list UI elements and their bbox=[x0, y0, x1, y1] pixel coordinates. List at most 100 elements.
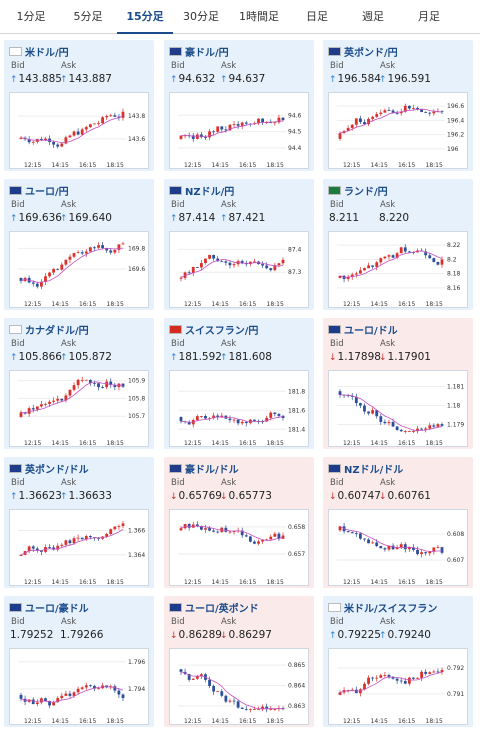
candle-body bbox=[338, 133, 342, 139]
candle-body bbox=[44, 403, 47, 405]
price-chart[interactable]: 0.792 0.791 12:15 14:15 16:15 18:15 bbox=[328, 648, 468, 725]
currency-pair-link[interactable]: ユーロ/豪ドル bbox=[25, 604, 89, 615]
currency-pair-link[interactable]: 米ドル/円 bbox=[25, 48, 69, 59]
candle-body bbox=[424, 552, 428, 554]
candle-body bbox=[420, 671, 423, 678]
candle-body bbox=[68, 693, 72, 696]
candle-body bbox=[113, 384, 117, 388]
candle-body bbox=[35, 283, 39, 287]
candle-body bbox=[121, 383, 125, 387]
candlestick-svg: 0.608 0.607 12:15 14:15 16:15 18:15 bbox=[337, 522, 464, 586]
price-chart[interactable]: 1.796 1.794 12:15 14:15 16:15 18:15 bbox=[9, 648, 149, 725]
price-chart[interactable]: 94.6 94.5 94.4 12:15 14:15 16:15 18:15 bbox=[169, 92, 309, 169]
currency-card[interactable]: NZドル/円 Bid Ask ↑87.414 ↑87.421 87.4 87.3 12:15 1… bbox=[164, 179, 314, 310]
price-chart[interactable]: 1.366 1.364 12:15 14:15 16:15 18:15 bbox=[9, 509, 149, 586]
candle-body bbox=[232, 419, 236, 421]
candle-body bbox=[428, 425, 432, 429]
candle-body bbox=[416, 108, 419, 110]
currency-card[interactable]: スイスフラン/円 Bid Ask ↑181.592 ↑181.608 181.8 181.6… bbox=[164, 318, 314, 449]
tab-weekly[interactable]: 週足 bbox=[362, 10, 384, 23]
candle-body bbox=[80, 252, 84, 254]
candle-body bbox=[350, 124, 354, 128]
candle-body bbox=[72, 385, 76, 390]
price-chart[interactable]: 181.8 181.6 181.4 12:15 14:15 16:15 18:15 bbox=[169, 370, 309, 447]
price-chart[interactable]: 169.8 169.6 12:15 14:15 16:15 18:15 bbox=[9, 231, 149, 308]
currency-pair-link[interactable]: NZドル/円 bbox=[185, 187, 235, 198]
candle-body bbox=[204, 528, 207, 530]
bid-value: 1.79252 bbox=[10, 629, 53, 641]
tab-1min[interactable]: 1分足 bbox=[16, 10, 46, 23]
currency-pair-link[interactable]: NZドル/ドル bbox=[344, 465, 404, 476]
currency-card[interactable]: ユーロ/ドル Bid Ask ↓1.17898 ↓1.17901 1.181 1.18 1.1… bbox=[323, 318, 473, 449]
candle-body bbox=[117, 690, 121, 695]
moving-average-line bbox=[20, 247, 124, 283]
currency-card[interactable]: 豪ドル/円 Bid Ask ↑94.632 ↑94.637 94.6 94.5 94.4 12:… bbox=[164, 40, 314, 171]
price-chart[interactable]: 8.22 8.2 8.18 8.16 12:15 14:15 16:15 18:15 bbox=[328, 231, 468, 308]
currency-card[interactable]: 米ドル/スイスフラン Bid Ask ↑0.79225 ↑0.79240 0.792 0.7… bbox=[323, 596, 473, 727]
candle-body bbox=[101, 387, 104, 388]
x-tick-label: 12:15 bbox=[184, 440, 201, 447]
price-chart[interactable]: 87.4 87.3 12:15 14:15 16:15 18:15 bbox=[169, 231, 309, 308]
price-chart[interactable]: 0.608 0.607 12:15 14:15 16:15 18:15 bbox=[328, 509, 468, 586]
currency-card[interactable]: ユーロ/英ポンド Bid Ask ↓0.86289 ↓0.86297 0.865 0.864… bbox=[164, 596, 314, 727]
currency-pair-link[interactable]: 米ドル/スイスフラン bbox=[344, 604, 438, 615]
price-chart[interactable]: 0.658 0.657 12:15 14:15 16:15 18:15 bbox=[169, 509, 309, 586]
currency-pair-link[interactable]: ランド/円 bbox=[344, 187, 388, 198]
currency-pair-link[interactable]: 英ポンド/ドル bbox=[25, 465, 89, 476]
currency-pair-link[interactable]: 豪ドル/円 bbox=[185, 48, 229, 59]
x-tick-label: 18:15 bbox=[267, 301, 284, 308]
currency-pair-link[interactable]: ユーロ/ドル bbox=[344, 326, 398, 337]
candle-body bbox=[257, 118, 260, 124]
candle-body bbox=[52, 547, 56, 550]
candle-body bbox=[367, 677, 370, 684]
ask-price: 196.591 bbox=[387, 73, 431, 85]
tab-monthly[interactable]: 月足 bbox=[418, 10, 440, 23]
tab-30min[interactable]: 30分足 bbox=[183, 10, 219, 23]
candle-body bbox=[228, 700, 232, 702]
candle-body bbox=[56, 144, 60, 147]
candle-body bbox=[387, 422, 391, 424]
candle-body bbox=[19, 694, 23, 699]
candle-body bbox=[44, 276, 47, 282]
candlestick-svg: 0.865 0.864 0.863 12:15 14:15 16:15 18:15 bbox=[178, 662, 305, 725]
x-tick-label: 18:15 bbox=[426, 718, 443, 725]
candle-body bbox=[407, 547, 411, 550]
candle-body bbox=[195, 134, 199, 139]
currency-pair-link[interactable]: ユーロ/円 bbox=[25, 187, 69, 198]
candle-body bbox=[420, 428, 423, 430]
price-chart[interactable]: 105.9 105.8 105.7 12:15 14:15 16:15 18:15 bbox=[9, 370, 149, 447]
currency-card[interactable]: 英ポンド/ドル Bid Ask ↑1.36623 ↑1.36633 1.366 1.364 1… bbox=[4, 457, 154, 588]
currency-pair-link[interactable]: ユーロ/英ポンド bbox=[185, 604, 259, 615]
tab-1hour[interactable]: 1時間足 bbox=[239, 10, 279, 23]
tab-15min[interactable]: 15分足 bbox=[117, 0, 173, 34]
candle-body bbox=[191, 678, 195, 680]
price-chart[interactable]: 196.6 196.4 196.2 196 12:15 14:15 16:15 18:15 bbox=[328, 92, 468, 169]
currency-card[interactable]: ユーロ/円 Bid Ask ↑169.636 ↑169.640 169.8 169.6 12:… bbox=[4, 179, 154, 310]
currency-pair-link[interactable]: カナダドル/円 bbox=[25, 326, 89, 337]
moving-average-line bbox=[180, 671, 283, 710]
price-chart[interactable]: 143.8 143.6 12:15 14:15 16:15 18:15 bbox=[9, 92, 149, 169]
currency-card[interactable]: 米ドル/円 Bid Ask ↑143.885 ↑143.887 143.8 143.6 12:… bbox=[4, 40, 154, 171]
currency-pair-link[interactable]: 英ポンド/円 bbox=[344, 48, 398, 59]
candle-body bbox=[179, 528, 183, 531]
currency-pair-link[interactable]: スイスフラン/円 bbox=[185, 326, 259, 337]
currency-card[interactable]: 豪ドル/ドル Bid Ask ↓0.65769 ↓0.65773 0.658 0.657 12… bbox=[164, 457, 314, 588]
candle-body bbox=[440, 111, 444, 113]
price-chart[interactable]: 0.865 0.864 0.863 12:15 14:15 16:15 18:15 bbox=[169, 648, 309, 725]
price-chart[interactable]: 1.181 1.18 1.179 12:15 14:15 16:15 18:15 bbox=[328, 370, 468, 447]
currency-card[interactable]: 英ポンド/円 Bid Ask ↑196.584 ↑196.591 196.6 196.4 19… bbox=[323, 40, 473, 171]
tab-5min[interactable]: 5分足 bbox=[73, 10, 103, 23]
moving-average-line bbox=[339, 526, 443, 552]
candle-body bbox=[379, 546, 383, 549]
candle-body bbox=[375, 262, 379, 267]
tab-daily[interactable]: 日足 bbox=[306, 10, 328, 23]
currency-card[interactable]: NZドル/ドル Bid Ask ↓0.60747 ↓0.60761 0.608 0.607 1… bbox=[323, 457, 473, 588]
x-tick-label: 18:15 bbox=[107, 718, 124, 725]
currency-card[interactable]: カナダドル/円 Bid Ask ↑105.866 ↑105.872 105.9 105.8 1… bbox=[4, 318, 154, 449]
flag-icon bbox=[328, 47, 341, 56]
candle-body bbox=[76, 252, 80, 254]
currency-card[interactable]: ランド/円 Bid Ask 8.211 8.220 8.22 8.2 8.18 8.16 12:1… bbox=[323, 179, 473, 310]
currency-pair-link[interactable]: 豪ドル/ドル bbox=[185, 465, 239, 476]
currency-card[interactable]: ユーロ/豪ドル Bid Ask 1.79252 1.79266 1.796 1.794 12:… bbox=[4, 596, 154, 727]
down-arrow-icon: ↓ bbox=[170, 631, 178, 641]
